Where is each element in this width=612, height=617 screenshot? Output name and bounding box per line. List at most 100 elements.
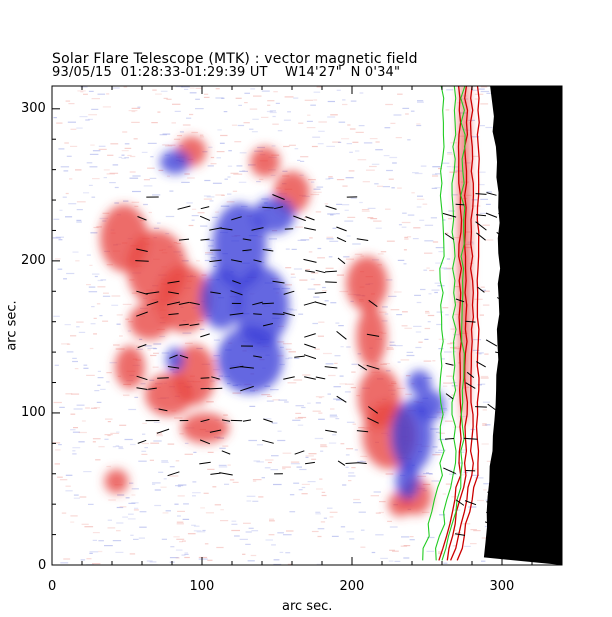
field-vector <box>167 471 180 477</box>
field-vector <box>231 216 242 221</box>
field-vector <box>262 323 274 327</box>
field-vector <box>315 269 326 274</box>
field-vector <box>336 226 347 232</box>
limb-contour-green <box>441 86 466 561</box>
positive-polarity-region <box>128 303 171 340</box>
field-vector <box>221 419 231 422</box>
field-vector <box>253 355 262 358</box>
negative-polarity-region <box>166 347 184 372</box>
field-vector <box>495 351 509 356</box>
field-vector <box>487 491 496 493</box>
negative-polarity-region <box>395 463 420 500</box>
field-vector <box>358 462 367 464</box>
field-vector <box>314 291 327 294</box>
field-vector <box>356 238 369 241</box>
field-vector <box>475 221 487 231</box>
limb-contour-red <box>450 86 475 561</box>
field-vector <box>146 301 159 306</box>
field-vector <box>200 418 210 423</box>
field-vector <box>272 313 285 315</box>
positive-polarity-region <box>104 469 129 494</box>
field-vector <box>498 425 506 432</box>
field-vector <box>367 417 379 424</box>
field-vector <box>178 238 190 241</box>
field-vector <box>293 215 306 222</box>
field-vector <box>445 362 454 366</box>
positive-polarity-region <box>250 146 280 178</box>
field-vector <box>357 364 368 371</box>
field-vector <box>485 212 498 218</box>
field-vector <box>345 462 359 464</box>
field-vector <box>242 419 252 422</box>
field-vector <box>325 281 337 283</box>
field-vector <box>229 312 244 316</box>
field-vector <box>200 206 210 210</box>
field-vector <box>137 439 147 444</box>
y-tick-label: 200 <box>21 253 46 269</box>
field-vector <box>304 343 316 349</box>
field-vector <box>178 301 190 305</box>
x-tick-label: 0 <box>48 579 57 594</box>
field-vector <box>179 354 189 359</box>
field-vector <box>251 227 264 231</box>
field-vector <box>303 354 317 360</box>
field-vector <box>199 439 211 445</box>
field-vector <box>210 472 221 475</box>
field-vector <box>136 290 148 295</box>
field-vector <box>282 312 296 317</box>
field-vector <box>305 461 315 465</box>
field-vector <box>498 212 506 218</box>
field-vector <box>304 376 316 380</box>
field-vector <box>303 258 317 263</box>
field-vector <box>294 355 305 358</box>
field-vector <box>211 376 220 380</box>
field-vector <box>199 215 211 221</box>
x-tick-label: 300 <box>489 579 515 594</box>
field-vector <box>464 500 477 506</box>
field-vector <box>444 233 455 240</box>
field-vector <box>486 511 497 515</box>
y-tick-label: 0 <box>38 557 47 573</box>
field-vector <box>177 205 191 210</box>
field-vector <box>366 333 380 337</box>
field-vector <box>303 301 317 306</box>
field-vector <box>219 227 233 231</box>
field-vector <box>156 428 170 434</box>
field-vector <box>455 203 465 206</box>
field-vector <box>273 206 284 210</box>
field-vector <box>145 291 160 295</box>
field-vector <box>262 206 274 209</box>
field-vector <box>336 237 347 243</box>
figure-title: Solar Flare Telescope (MTK) : vector mag… <box>52 51 418 67</box>
field-vector <box>199 461 211 465</box>
field-vector <box>368 299 378 308</box>
field-vector <box>497 371 507 378</box>
y-tick-label: 100 <box>21 405 46 421</box>
field-vector <box>484 521 499 527</box>
field-vector <box>230 290 243 296</box>
field-vector <box>168 313 179 316</box>
polarity-fields <box>100 86 471 517</box>
field-vector <box>366 364 380 370</box>
field-vector <box>304 333 316 338</box>
field-vector <box>221 450 231 455</box>
positive-polarity-region <box>356 306 387 368</box>
positive-polarity-region <box>115 346 145 389</box>
x-tick-label: 200 <box>339 579 365 594</box>
field-vector <box>137 216 147 221</box>
field-vector <box>263 418 273 423</box>
field-vector <box>253 259 262 263</box>
field-vector <box>455 499 465 506</box>
field-vector <box>444 438 455 440</box>
field-vector <box>476 232 486 241</box>
field-vector <box>475 193 487 195</box>
field-vector <box>454 533 466 536</box>
negative-polarity-region <box>253 197 295 234</box>
field-vector <box>167 280 180 284</box>
negative-polarity-region <box>407 370 432 395</box>
field-vector <box>136 375 148 381</box>
field-vector <box>167 366 180 369</box>
field-vector <box>443 467 456 475</box>
field-vector <box>283 376 295 380</box>
